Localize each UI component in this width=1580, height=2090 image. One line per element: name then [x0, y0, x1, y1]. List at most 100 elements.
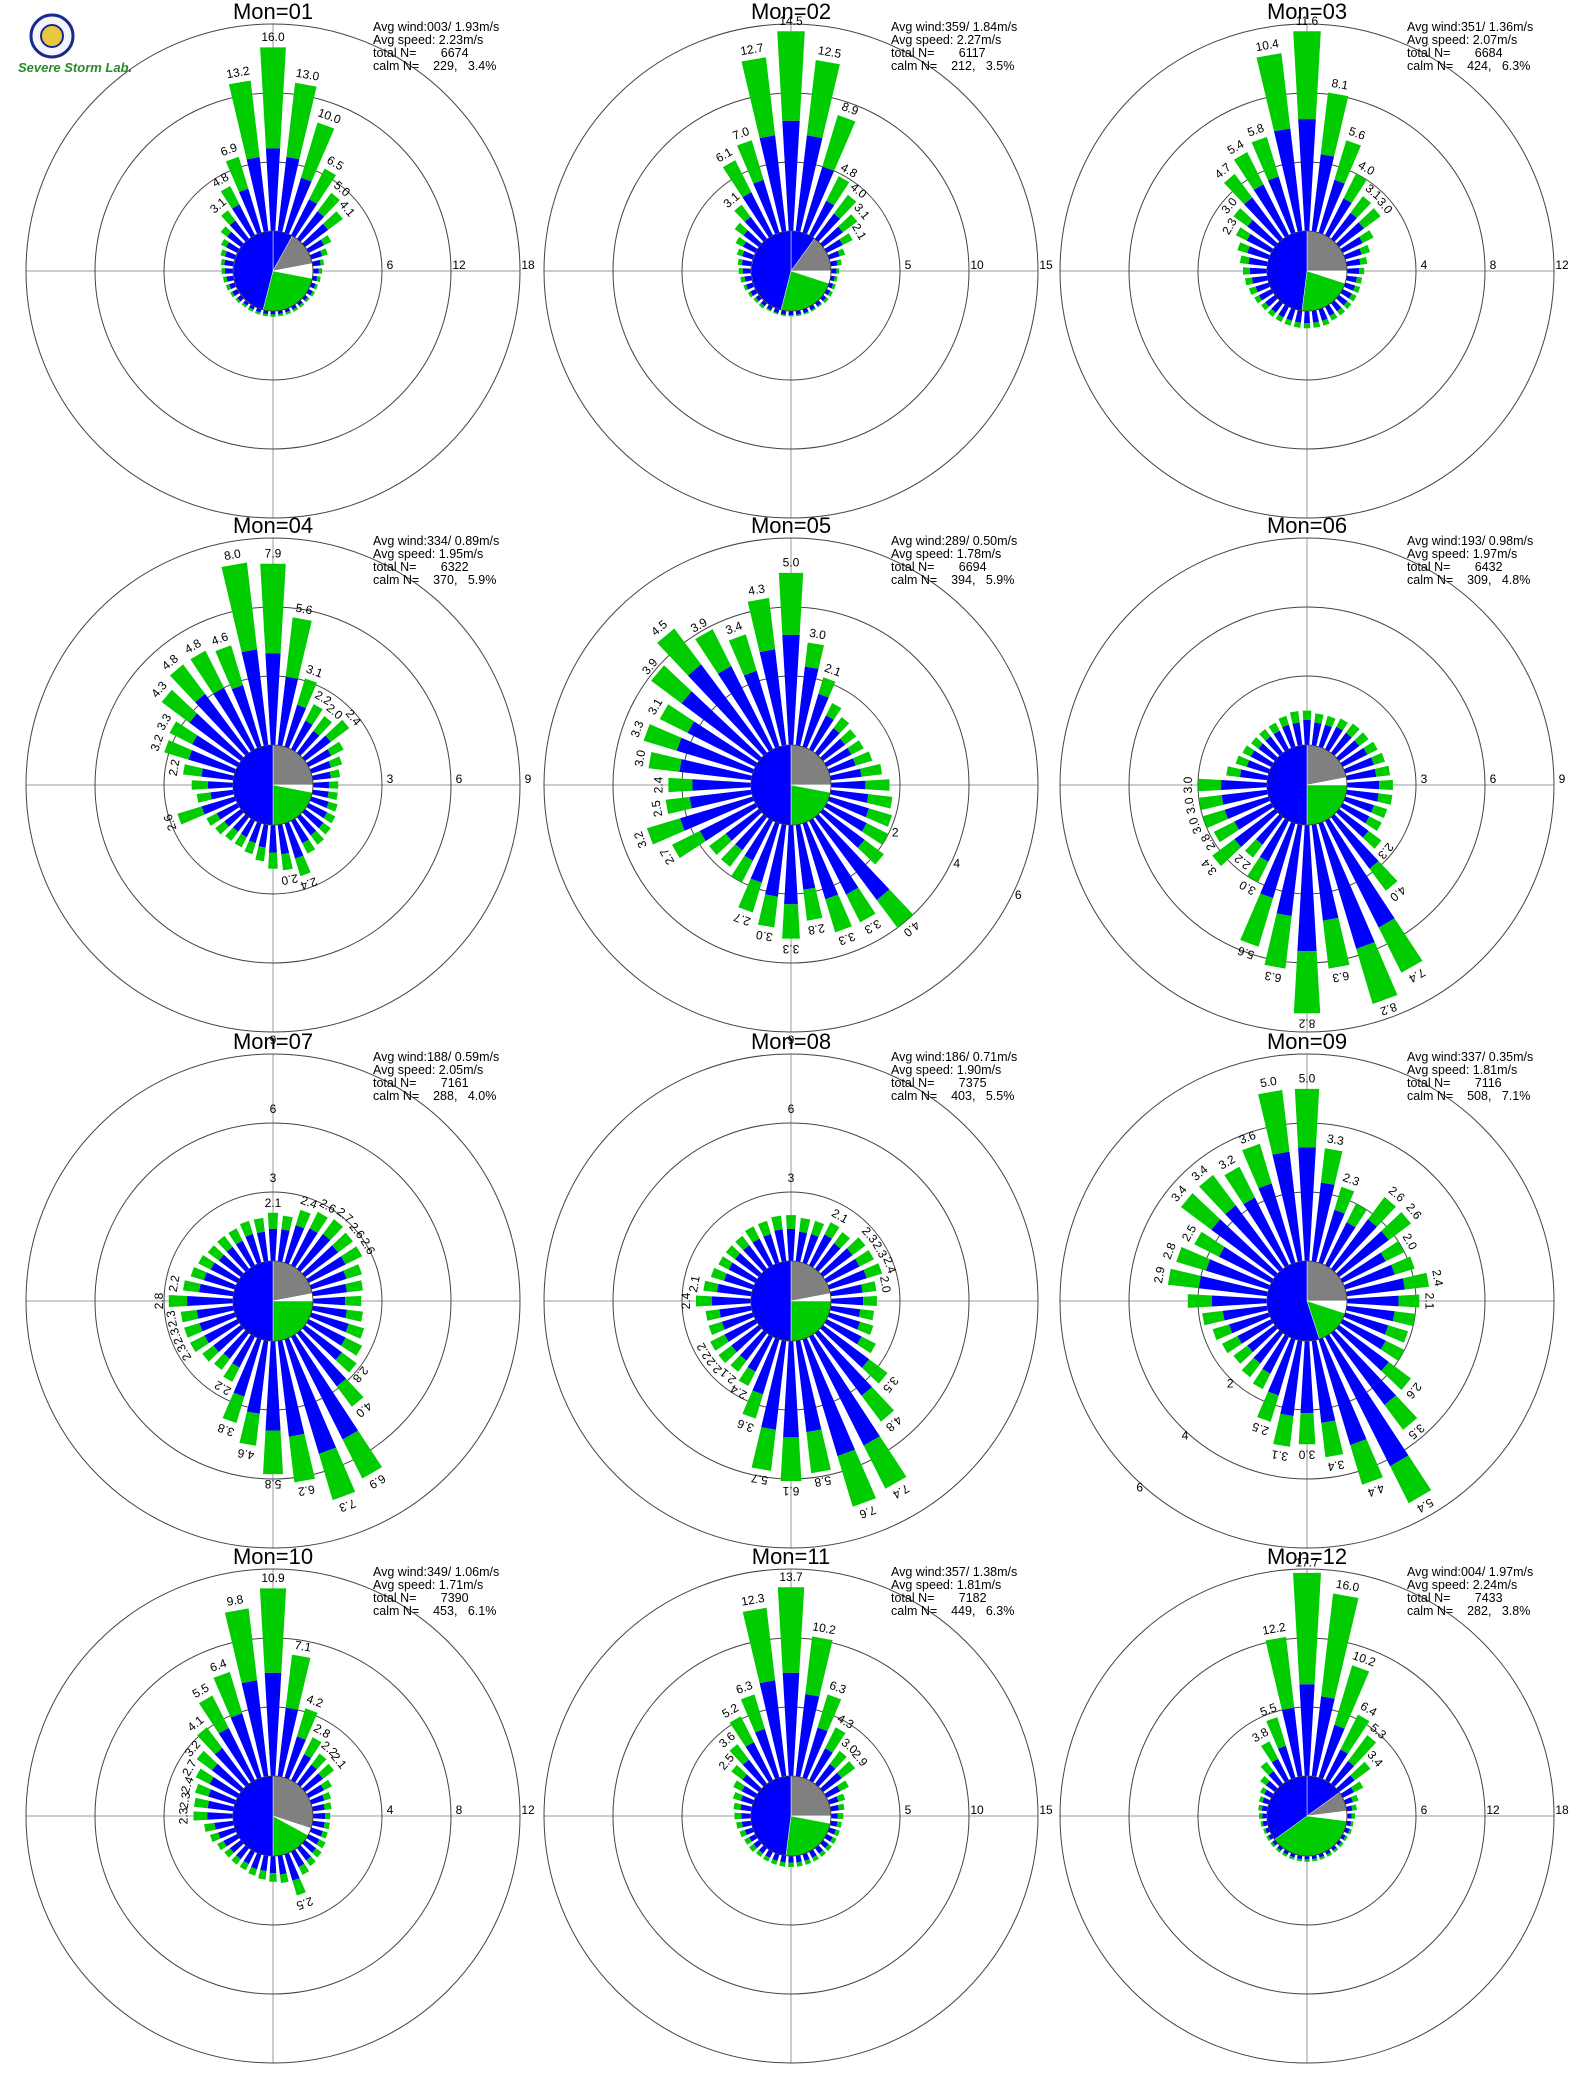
value-label: 8.2 [1298, 1016, 1315, 1030]
bar-outer [1326, 1852, 1333, 1857]
bar-inner [1336, 294, 1348, 306]
bar-inner [1205, 1259, 1271, 1290]
bar-outer [796, 314, 802, 317]
bar-outer [263, 1430, 283, 1475]
bar-outer [255, 846, 266, 862]
bar-outer [323, 1802, 332, 1810]
bar-outer [1351, 1794, 1359, 1803]
stat-line: Avg speed: 1.90m/s [891, 1063, 1001, 1077]
bar-inner [311, 771, 331, 781]
bar-inner [1345, 768, 1377, 781]
value-label: 2.7 [732, 910, 753, 929]
value-label: 2.4 [880, 1255, 899, 1276]
bar-outer [745, 1226, 760, 1243]
bar-inner [1265, 294, 1278, 307]
bar-outer [786, 1215, 796, 1229]
bar-inner [195, 693, 250, 756]
bar-inner [827, 1269, 867, 1290]
stat-line: total N= 7390 [373, 1591, 469, 1605]
bar-outer [657, 628, 702, 676]
bar-outer [705, 1309, 721, 1321]
bar-inner [218, 1727, 255, 1783]
bar-inner [786, 1228, 796, 1262]
bar-inner [229, 282, 237, 290]
bar-outer [861, 1387, 895, 1422]
bar-inner [296, 211, 325, 242]
bar-inner [1281, 1707, 1303, 1778]
bar-outer [1288, 1855, 1295, 1860]
chart-title: Mon=03 [1267, 0, 1347, 24]
bar-outer [1359, 244, 1371, 255]
bar-inner [1272, 1151, 1303, 1263]
stat-line: calm N= 370, 5.9% [373, 573, 496, 587]
bar-outer [1258, 1796, 1264, 1803]
bar-outer [1245, 277, 1253, 286]
bar-outer [1302, 710, 1312, 720]
stat-line: total N= 7375 [891, 1076, 987, 1090]
bar-inner [312, 1296, 346, 1306]
pie-outline [750, 1260, 832, 1342]
bar-outer [855, 1250, 874, 1267]
bar-inner [1250, 750, 1274, 767]
bar-outer [320, 1779, 332, 1791]
bar-outer [1224, 173, 1253, 205]
bar-inner [1224, 796, 1271, 819]
bar-inner [226, 275, 235, 282]
bar-outer [270, 314, 276, 317]
bar-outer [857, 839, 884, 865]
pie-outline [1266, 744, 1348, 826]
bar-outer [1296, 1858, 1302, 1862]
bar-outer [840, 729, 857, 745]
bar-inner [759, 135, 787, 233]
bar-inner [241, 649, 269, 747]
bar-inner [1345, 1305, 1395, 1322]
value-label: 16.0 [1335, 1577, 1361, 1595]
bar-outer [332, 1232, 353, 1253]
value-label: 8.0 [223, 546, 242, 563]
bar-outer [839, 233, 853, 245]
bar-outer [857, 1321, 874, 1335]
value-label: 5.8 [1246, 121, 1267, 140]
value-label: 6.1 [713, 145, 735, 166]
bar-inner [759, 649, 787, 747]
ring-label: 18 [521, 258, 535, 272]
ring-label: 3 [1421, 772, 1428, 786]
bar-inner [814, 1764, 836, 1787]
bar-outer [221, 562, 258, 653]
stat-line: total N= 7161 [373, 1076, 469, 1090]
bar-inner [830, 1296, 864, 1306]
bar-outer [314, 283, 318, 290]
chart-title: Mon=08 [751, 1029, 831, 1054]
bar-outer [1226, 766, 1242, 778]
ring-label: 3 [788, 1171, 795, 1185]
bar-inner [1343, 796, 1374, 813]
bar-inner [827, 1312, 861, 1330]
bar-inner [302, 1773, 324, 1793]
bar-outer [1329, 313, 1338, 321]
value-label: 5.8 [813, 1473, 832, 1490]
pie-slice [1306, 784, 1348, 826]
bar-outer [1379, 780, 1393, 790]
bar-outer [239, 1411, 260, 1446]
bar-outer [1375, 765, 1391, 777]
bar-inner [232, 289, 240, 297]
value-label: 5.0 [1259, 1074, 1278, 1091]
bar-outer [836, 268, 840, 274]
bar-inner [1325, 1334, 1409, 1467]
value-label: 2.4 [1429, 1269, 1446, 1288]
value-label: 4.6 [236, 1446, 255, 1463]
bar-inner [269, 1855, 277, 1874]
value-label: 3.1 [304, 662, 325, 681]
bar-outer [1293, 1572, 1321, 1685]
bar-inner [820, 1324, 870, 1368]
value-label: 5.6 [1235, 943, 1256, 962]
bar-outer [1243, 267, 1250, 275]
bar-inner [1325, 1222, 1356, 1268]
bar-outer [215, 645, 243, 690]
bar-outer [217, 1235, 233, 1252]
bar-inner [692, 779, 752, 791]
bar-outer [288, 1433, 315, 1483]
bar-outer [718, 1345, 737, 1364]
bar-inner [742, 192, 773, 238]
value-label: 3.2 [631, 829, 650, 850]
